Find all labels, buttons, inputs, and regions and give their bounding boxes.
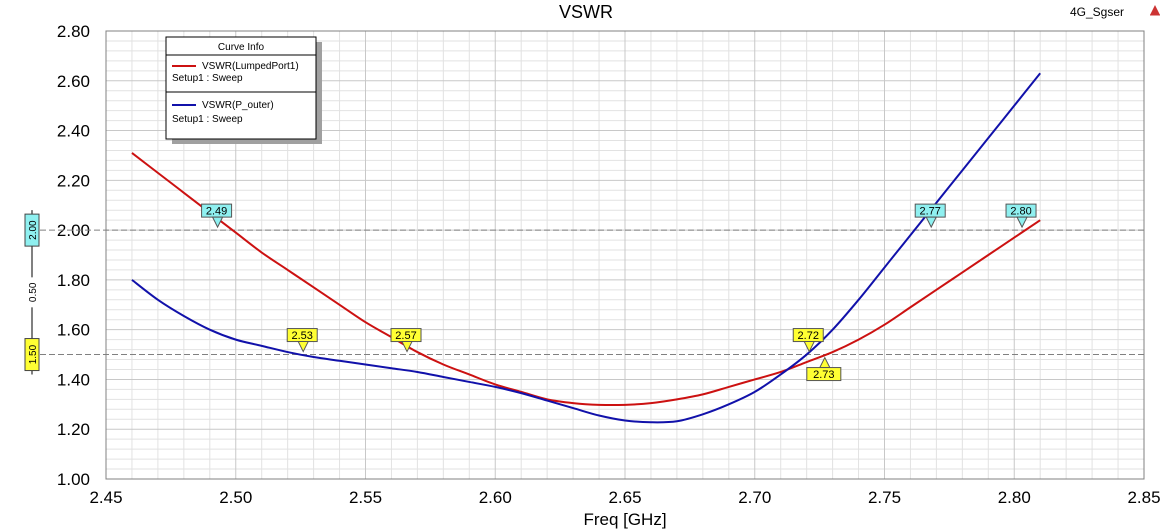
y-tick-label: 2.40 — [57, 122, 90, 141]
side-value-box — [24, 338, 40, 372]
marker-pointer — [1016, 216, 1028, 229]
marker-label: 2.57 — [395, 330, 416, 342]
x-tick-label: 2.65 — [608, 488, 641, 507]
y-tick-label: 1.40 — [57, 370, 90, 389]
series-line-1 — [131, 72, 1041, 424]
side-value-label: 2.00 — [28, 220, 39, 240]
y-tick-label: 2.00 — [57, 221, 90, 240]
marker-pointer — [401, 341, 413, 353]
x-tick-label: 2.80 — [998, 488, 1031, 507]
legend-entry-p-outer: VSWR(P_outer) — [202, 100, 274, 111]
legend-box — [165, 36, 317, 140]
side-value-box — [24, 213, 40, 247]
marker-box — [806, 367, 842, 382]
y-tick-label: 2.80 — [57, 22, 90, 41]
x-tick-label: 2.60 — [479, 488, 512, 507]
chart-title: VSWR — [559, 2, 613, 22]
marker-pointer — [925, 216, 938, 229]
marker-labels: 2.49 2.77 2.80 2.53 2.57 2.72 2.73 — [201, 203, 1037, 382]
marker-label: 2.73 — [813, 369, 834, 381]
x-tick-label: 2.45 — [89, 488, 122, 507]
marker-label: 2.77 — [919, 206, 940, 218]
logo-icon — [1150, 5, 1160, 16]
side-diff-label: 0.50 — [28, 282, 39, 302]
marker-label: 2.53 — [292, 330, 313, 342]
marker-label: 2.49 — [206, 206, 227, 218]
side-annotation: 2.00 1.50 0.50 — [24, 210, 40, 375]
marker-pointer — [803, 341, 816, 353]
reference-lines — [40, 229, 1144, 356]
design-name-label: 4G_Sgser — [1070, 5, 1124, 19]
legend-entry-lumpedport1-setup: Setup1 : Sweep — [172, 73, 243, 84]
x-tick-label: 2.75 — [868, 488, 901, 507]
x-tick-label: 2.55 — [349, 488, 382, 507]
marker-label: 2.80 — [1010, 206, 1031, 218]
y-tick-label: 1.20 — [57, 420, 90, 439]
y-tick-label: 2.20 — [57, 171, 90, 190]
y-tick-label: 1.00 — [57, 470, 90, 489]
y-tick-label: 1.60 — [57, 321, 90, 340]
legend-title: Curve Info — [218, 42, 265, 53]
series-lines — [131, 72, 1041, 424]
x-axis-ticks: 2.45 2.50 2.55 2.60 2.65 2.70 2.75 2.80 2.85 — [89, 488, 1160, 507]
y-tick-label: 1.80 — [57, 271, 90, 290]
x-tick-label: 2.85 — [1127, 488, 1160, 507]
side-diff-bg — [26, 277, 38, 308]
series-line-0 — [131, 152, 1041, 407]
plot-frame — [105, 30, 1145, 480]
side-value-label: 1.50 — [28, 344, 39, 364]
x-axis-title: Freq [GHz] — [583, 510, 666, 529]
legend-entry-lumpedport1: VSWR(LumpedPort1) — [202, 61, 299, 72]
legend[interactable]: Curve Info VSWR(LumpedPort1) Setup1 : Sw… — [165, 36, 322, 144]
marker-pointer — [297, 341, 310, 353]
legend-entry-p-outer-setup: Setup1 : Sweep — [172, 114, 243, 125]
x-tick-label: 2.70 — [738, 488, 771, 507]
x-tick-label: 2.50 — [219, 488, 252, 507]
y-tick-label: 2.60 — [57, 72, 90, 91]
marker-pointer — [211, 216, 224, 229]
y-axis-ticks: 1.00 1.20 1.40 1.60 1.80 2.00 2.20 2.40 2.60 2.80 — [57, 22, 90, 489]
marker-label: 2.72 — [798, 330, 819, 342]
